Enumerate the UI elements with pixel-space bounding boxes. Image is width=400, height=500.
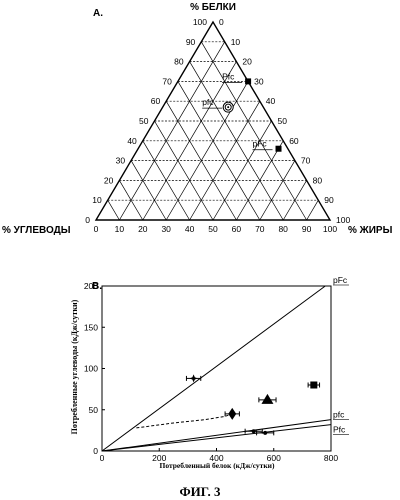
fat-gridline	[119, 42, 224, 220]
fat-tick-label: 10	[115, 224, 125, 234]
carb-tick-label: 70	[301, 156, 311, 166]
x-tick-label: 0	[100, 453, 105, 463]
fat-tick-label: 70	[255, 224, 265, 234]
fat-gridline	[307, 200, 319, 220]
carb-tick-label: 40	[266, 96, 276, 106]
right-axis-label: % ЖИРЫ	[348, 225, 393, 236]
carb-tick-label: 80	[313, 175, 323, 185]
carb-tick-label: 20	[242, 57, 252, 67]
protein-tick-label: 30	[116, 156, 126, 166]
fat-gridline	[260, 161, 295, 220]
scatter-panel: B. 0200400600800050100150200 pFcpfcPfc П…	[70, 275, 349, 470]
x-tick-label: 800	[324, 453, 338, 463]
y-tick-label: 100	[84, 364, 98, 374]
carb-gridline	[155, 121, 214, 220]
carb-tick-label: 60	[289, 136, 299, 146]
protein-tick-label: 40	[127, 136, 137, 146]
protein-tick-label: 20	[104, 175, 114, 185]
circle-marker	[263, 431, 267, 435]
series-line-label: Pfc	[333, 425, 346, 435]
ternary-panel: A. % БЕЛКИ % УГЛЕВОДЫ % ЖИРЫ 01000109010…	[2, 2, 393, 236]
series-line-Pfc	[102, 425, 331, 451]
carb-tick-label: 30	[254, 76, 264, 86]
scatter-lines: pFc pfc Pfc	[102, 275, 349, 451]
fat-tick-label: 80	[278, 224, 288, 234]
protein-tick-label: 50	[139, 116, 149, 126]
carb-gridline	[131, 161, 166, 220]
ternary-points: Pfc pfc pFc	[202, 71, 281, 151]
fat-gridline	[213, 121, 272, 220]
fat-tick-label: 0	[94, 224, 99, 234]
fat-tick-label: 90	[302, 224, 312, 234]
y-tick-label: 50	[89, 405, 99, 415]
plot-frame	[102, 286, 331, 451]
ternary-ticks: 0100010901020802030703040604050505060406…	[85, 17, 350, 234]
triangle-marker	[261, 394, 273, 404]
x-axis-label: Потребленный белок (кДж/сутки)	[160, 461, 275, 470]
protein-tick-label: 90	[186, 37, 196, 47]
ternary-point-label: pfc	[202, 97, 214, 107]
carb-tick-label: 100	[336, 215, 350, 225]
scatter-points	[186, 374, 319, 435]
series-line-label: pFc	[333, 275, 348, 285]
protein-tick-label: 0	[85, 215, 90, 225]
fat-tick-label: 20	[138, 224, 148, 234]
series-line-pfc	[102, 420, 331, 451]
protein-tick-label: 80	[174, 57, 184, 67]
carb-tick-label: 10	[231, 37, 241, 47]
panel-a-label: A.	[93, 8, 103, 19]
series-line-pFc	[102, 286, 325, 451]
ternary-grid	[96, 22, 330, 220]
y-axis-label: Потребленные углеводы (кДж/сутки)	[70, 299, 79, 434]
square-marker	[310, 382, 317, 389]
protein-tick-label: 10	[92, 195, 102, 205]
carb-tick-label: 50	[278, 116, 288, 126]
carb-gridline	[201, 42, 306, 220]
diamond-marker	[228, 408, 236, 420]
figure-caption: ФИГ. 3	[179, 484, 221, 499]
circle-marker	[252, 429, 256, 433]
ternary-frame	[96, 22, 330, 220]
ternary-point-label: pFc	[253, 139, 268, 149]
left-axis-label: % УГЛЕВОДЫ	[2, 225, 71, 236]
y-tick-label: 200	[84, 281, 98, 291]
protein-tick-label: 70	[162, 76, 172, 86]
series-line-label: pfc	[333, 410, 345, 420]
fat-tick-label: 40	[185, 224, 195, 234]
y-tick-label: 150	[84, 322, 98, 332]
fat-tick-label: 100	[323, 224, 337, 234]
y-tick-label: 0	[93, 446, 98, 456]
fat-tick-label: 60	[232, 224, 242, 234]
top-axis-label: % БЕЛКИ	[190, 2, 236, 13]
fat-tick-label: 50	[208, 224, 218, 234]
fat-tick-label: 30	[161, 224, 171, 234]
carb-gridline	[108, 200, 120, 220]
protein-tick-label: 60	[151, 96, 161, 106]
dashed-curve	[136, 414, 232, 428]
ternary-square-marker	[245, 78, 251, 84]
protein-tick-label: 100	[193, 17, 207, 27]
carb-gridline	[178, 81, 260, 220]
ternary-target-dot	[227, 106, 229, 108]
carb-tick-label: 90	[324, 195, 334, 205]
ternary-point-label: Pfc	[222, 71, 235, 81]
ternary-square-marker	[276, 146, 282, 152]
carb-tick-label: 0	[219, 17, 224, 27]
